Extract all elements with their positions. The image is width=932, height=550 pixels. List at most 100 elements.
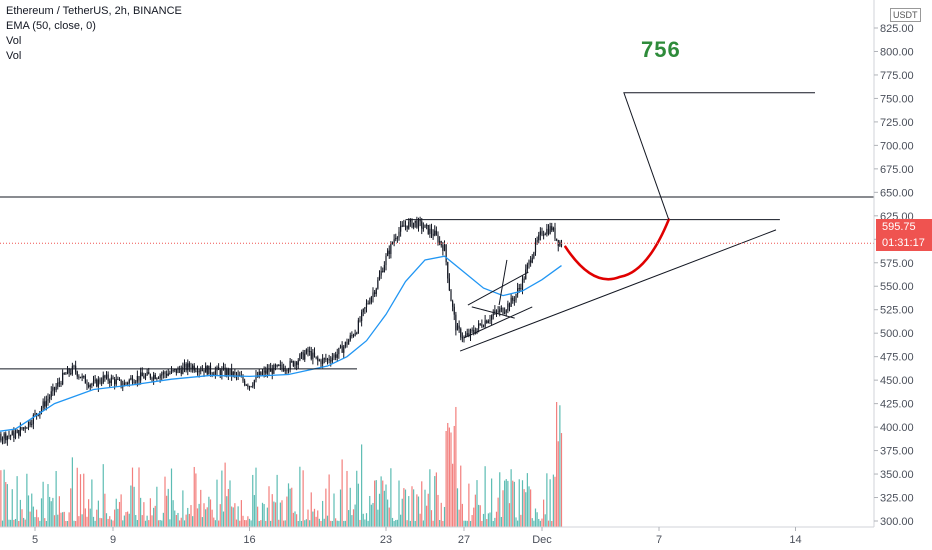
- volume-bar: [135, 515, 137, 527]
- candle-body: [500, 308, 502, 310]
- volume-bar: [257, 506, 259, 527]
- volume-bar: [544, 514, 546, 527]
- volume-bar: [429, 469, 431, 527]
- candle-body: [554, 227, 556, 239]
- y-tick-label: 650.00: [880, 187, 914, 199]
- candle-body: [143, 376, 145, 379]
- candle-body: [89, 384, 91, 387]
- candle-body: [71, 366, 73, 374]
- volume-bar: [473, 507, 475, 527]
- volume-bar: [50, 501, 52, 527]
- legend-vol-1[interactable]: Vol: [6, 35, 22, 47]
- candle-body: [14, 433, 17, 439]
- candle-body: [11, 431, 13, 436]
- candle-body: [325, 358, 327, 360]
- candle-body: [430, 228, 433, 234]
- candle-body: [466, 333, 468, 336]
- volume-bar: [538, 518, 540, 527]
- volume-bar: [520, 514, 522, 527]
- candle-body: [348, 340, 350, 345]
- candle-body: [482, 326, 485, 328]
- volume-bar: [131, 467, 134, 527]
- volume-bar: [104, 493, 106, 527]
- volume-bar: [458, 509, 460, 527]
- candle-body: [63, 373, 65, 375]
- volume-bar: [523, 489, 525, 527]
- candle-body: [560, 242, 563, 246]
- volume-bar: [289, 488, 291, 527]
- volume-bar: [551, 521, 553, 527]
- volume-bar: [297, 520, 299, 527]
- candle-body: [115, 379, 117, 385]
- volume-bar: [253, 495, 255, 527]
- candle-body: [302, 352, 304, 360]
- volume-bar: [364, 519, 366, 527]
- candle-body: [338, 347, 340, 355]
- candle-body: [543, 234, 545, 236]
- volume-bar: [534, 508, 537, 527]
- x-tick-label: Dec: [532, 534, 552, 546]
- candle-body: [534, 241, 537, 253]
- legend-ema[interactable]: EMA (50, close, 0): [6, 20, 96, 32]
- volume-bar: [55, 471, 57, 527]
- candle-body: [27, 421, 30, 428]
- x-tick-label: 5: [32, 534, 38, 546]
- legend-vol-2[interactable]: Vol: [6, 50, 22, 62]
- volume-layer: [0, 402, 563, 527]
- candle-body: [37, 414, 39, 416]
- candle-body: [551, 226, 553, 231]
- volume-bar: [170, 468, 173, 527]
- candle-body: [21, 427, 23, 429]
- volume-bar: [547, 520, 550, 527]
- candle-body: [469, 329, 472, 336]
- volume-bar: [318, 518, 320, 527]
- candle-body: [175, 369, 177, 374]
- volume-bar: [138, 467, 140, 527]
- volume-bar: [414, 520, 416, 527]
- candle-body: [219, 369, 221, 376]
- candle-body: [435, 230, 437, 235]
- candle-body: [455, 314, 457, 331]
- candle-body: [489, 319, 491, 322]
- volume-bar: [495, 511, 498, 527]
- volume-bar: [448, 427, 450, 527]
- volume-bar: [58, 496, 60, 527]
- volume-bar: [86, 516, 88, 527]
- candle-body: [424, 224, 426, 228]
- candle-body: [300, 352, 303, 355]
- volume-bar: [49, 496, 51, 527]
- volume-bar: [305, 519, 307, 527]
- volume-bar: [320, 520, 322, 527]
- volume-bar: [476, 480, 478, 527]
- volume-bar: [234, 503, 236, 527]
- candle-body: [235, 373, 238, 376]
- volume-bar: [240, 500, 242, 527]
- volume-bar: [148, 520, 150, 527]
- candle-body: [549, 226, 551, 234]
- candle-body: [283, 367, 285, 372]
- candle-body: [18, 430, 20, 436]
- y-tick-label: 700.00: [880, 140, 914, 152]
- candle-body: [271, 368, 273, 374]
- axis-unit-label[interactable]: USDT: [890, 8, 921, 22]
- volume-bar: [413, 489, 415, 527]
- candle-body: [307, 349, 309, 352]
- volume-bar: [445, 430, 447, 527]
- volume-bar: [216, 479, 218, 527]
- volume-bar: [19, 499, 21, 527]
- candle-body: [388, 250, 390, 254]
- candle-body: [439, 241, 441, 243]
- volume-bar: [270, 520, 272, 527]
- volume-bar: [528, 486, 530, 527]
- volume-bar: [211, 509, 213, 527]
- volume-bar: [214, 520, 216, 527]
- candle-body: [437, 234, 439, 243]
- volume-bar: [541, 518, 543, 527]
- legend-symbol[interactable]: Ethereum / TetherUS, 2h, BINANCE: [6, 5, 182, 17]
- volume-bar: [468, 483, 470, 527]
- candle-body: [513, 300, 515, 302]
- volume-bar: [349, 487, 351, 527]
- candle-body: [133, 382, 135, 384]
- volume-bar: [250, 520, 252, 527]
